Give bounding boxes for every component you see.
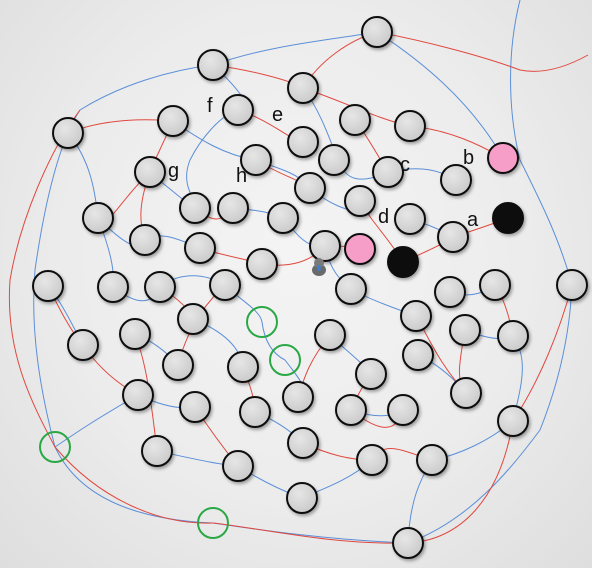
grey-node[interactable] xyxy=(282,381,314,413)
label-d: d xyxy=(378,206,389,228)
grey-node[interactable] xyxy=(287,126,319,158)
label-h: h xyxy=(236,165,247,187)
grey-node[interactable] xyxy=(122,379,154,411)
grey-node[interactable] xyxy=(318,144,350,176)
grey-node[interactable] xyxy=(179,391,211,423)
label-e: e xyxy=(272,104,283,126)
grey-node[interactable] xyxy=(309,230,341,262)
grey-node[interactable] xyxy=(394,110,426,142)
label-c: c xyxy=(400,154,410,176)
labels: a b c d e f g h xyxy=(168,95,479,231)
target-ring-node[interactable] xyxy=(197,507,229,539)
grey-node[interactable] xyxy=(267,202,299,234)
grey-node[interactable] xyxy=(67,329,99,361)
grey-node[interactable] xyxy=(335,273,367,305)
grey-node[interactable] xyxy=(400,300,432,332)
label-b: b xyxy=(463,147,474,169)
grey-node[interactable] xyxy=(294,172,326,204)
grey-node[interactable] xyxy=(402,339,434,371)
grey-node[interactable] xyxy=(355,358,387,390)
grey-node[interactable] xyxy=(222,450,254,482)
nodes[interactable] xyxy=(32,16,588,559)
grey-node[interactable] xyxy=(437,221,469,253)
grey-node[interactable] xyxy=(286,482,318,514)
grey-node[interactable] xyxy=(479,269,511,301)
grey-node[interactable] xyxy=(416,444,448,476)
grey-node[interactable] xyxy=(394,203,426,235)
target-ring-node[interactable] xyxy=(269,344,301,376)
grey-node[interactable] xyxy=(356,444,388,476)
grey-node[interactable] xyxy=(497,405,529,437)
grey-node[interactable] xyxy=(434,276,466,308)
grey-node[interactable] xyxy=(344,185,376,217)
grey-node[interactable] xyxy=(246,248,278,280)
grey-node[interactable] xyxy=(497,320,529,352)
grey-node[interactable] xyxy=(177,303,209,335)
grey-node[interactable] xyxy=(392,527,424,559)
grey-node[interactable] xyxy=(217,192,249,224)
grey-node[interactable] xyxy=(227,351,259,383)
grey-node[interactable] xyxy=(179,192,211,224)
black-node[interactable] xyxy=(492,202,524,234)
grey-node[interactable] xyxy=(144,271,176,303)
black-node[interactable] xyxy=(387,246,419,278)
pink-node[interactable] xyxy=(487,142,519,174)
grey-node[interactable] xyxy=(440,164,472,196)
grey-node[interactable] xyxy=(335,394,367,426)
grey-node[interactable] xyxy=(162,349,194,381)
grey-node[interactable] xyxy=(129,224,161,256)
label-g: g xyxy=(168,160,179,182)
grey-node[interactable] xyxy=(372,156,404,188)
grey-node[interactable] xyxy=(197,49,229,81)
grey-node[interactable] xyxy=(287,427,319,459)
grey-node[interactable] xyxy=(209,269,241,301)
grey-node[interactable] xyxy=(339,104,371,136)
grey-node[interactable] xyxy=(52,117,84,149)
grey-node[interactable] xyxy=(449,314,481,346)
pink-node[interactable] xyxy=(344,233,376,265)
grey-node[interactable] xyxy=(450,377,482,409)
grey-node[interactable] xyxy=(157,105,189,137)
label-f: f xyxy=(207,95,213,117)
grey-node[interactable] xyxy=(287,72,319,104)
target-ring-node[interactable] xyxy=(246,306,278,338)
grey-node[interactable] xyxy=(240,144,272,176)
grey-node[interactable] xyxy=(184,232,216,264)
grey-node[interactable] xyxy=(387,394,419,426)
grey-node[interactable] xyxy=(32,270,64,302)
grey-node[interactable] xyxy=(134,156,166,188)
label-a: a xyxy=(467,209,479,231)
grey-node[interactable] xyxy=(97,271,129,303)
grey-node[interactable] xyxy=(239,396,271,428)
grey-node[interactable] xyxy=(222,94,254,126)
grey-node[interactable] xyxy=(82,202,114,234)
grey-node[interactable] xyxy=(141,435,173,467)
robot-icon[interactable] xyxy=(312,258,326,276)
grey-node[interactable] xyxy=(361,16,393,48)
target-ring-node[interactable] xyxy=(39,431,71,463)
grey-node[interactable] xyxy=(119,318,151,350)
grey-node[interactable] xyxy=(556,269,588,301)
grey-node[interactable] xyxy=(314,319,346,351)
